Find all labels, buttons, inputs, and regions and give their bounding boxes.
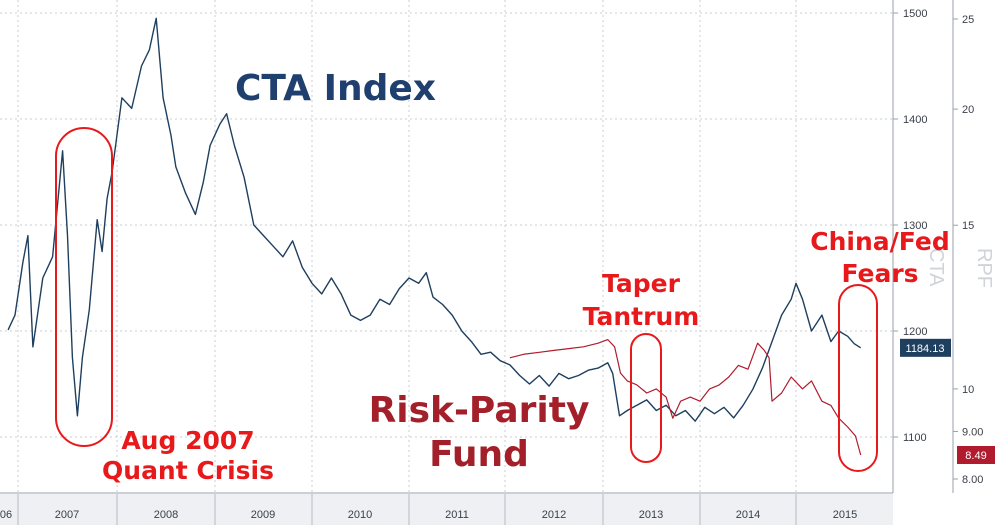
y-tick-label-cta: 1200 [903, 326, 927, 338]
y-axis-title-rpf: RPF [973, 248, 995, 288]
last-value-label-rpf: 8.49 [965, 450, 986, 462]
y-tick-label-rpf: 15 [962, 220, 974, 232]
annotation-china-fed-line: Fears [841, 259, 918, 288]
x-tick-label: 2010 [348, 509, 372, 521]
y-tick-label-rpf: 25 [962, 14, 974, 26]
y-tick-label-cta: 1100 [903, 432, 927, 444]
x-tick-label: 2011 [445, 509, 469, 521]
y-tick-label-rpf: 8.00 [962, 474, 983, 486]
x-tick-label: 2014 [736, 509, 760, 521]
highlight-taper-tantrum [630, 333, 662, 463]
annotation-taper-tantrum-line: Tantrum [583, 302, 700, 331]
x-tick-label: 2015 [833, 509, 857, 521]
y-tick-label-cta: 1400 [903, 114, 927, 126]
x-axis-band [0, 494, 893, 525]
last-value-label-cta: 1184.13 [906, 343, 945, 355]
x-tick-label: 2013 [639, 509, 663, 521]
series-group [7, 17, 862, 456]
y-axis-title-cta: CTA [925, 248, 947, 287]
highlight-aug-2007 [55, 127, 113, 447]
annotation-taper-tantrum-line: Taper [602, 269, 681, 298]
x-tick-label: 2012 [542, 509, 566, 521]
series-line-rpf [509, 339, 862, 456]
annotation-risk-parity-line: Fund [429, 434, 529, 475]
grid [0, 0, 893, 493]
last-value-tag-cta [900, 338, 951, 357]
series-line-cta [7, 17, 862, 422]
y-tick-label-rpf: 10 [962, 384, 974, 396]
annotation-risk-parity-line: Risk-Parity [369, 390, 590, 431]
last-value-tag-rpf [957, 446, 995, 465]
highlight-china-fed [838, 284, 878, 472]
x-tick-label: 06 [0, 509, 12, 521]
y-tick-label-cta: 1500 [903, 8, 927, 20]
y-tick-label-rpf: 20 [962, 104, 974, 116]
y-tick-label-rpf: 9.00 [962, 426, 983, 438]
annotation-aug-2007-line: Quant Crisis [102, 456, 274, 485]
x-tick-label: 2007 [55, 509, 79, 521]
annotation-aug-2007-line: Aug 2007 [121, 426, 254, 455]
x-tick-label: 2008 [154, 509, 178, 521]
x-tick-label: 2009 [251, 509, 275, 521]
y-tick-label-cta: 1300 [903, 220, 927, 232]
annotation-cta-index-line: CTA Index [235, 68, 436, 109]
annotation-china-fed-line: China/Fed [810, 227, 949, 256]
